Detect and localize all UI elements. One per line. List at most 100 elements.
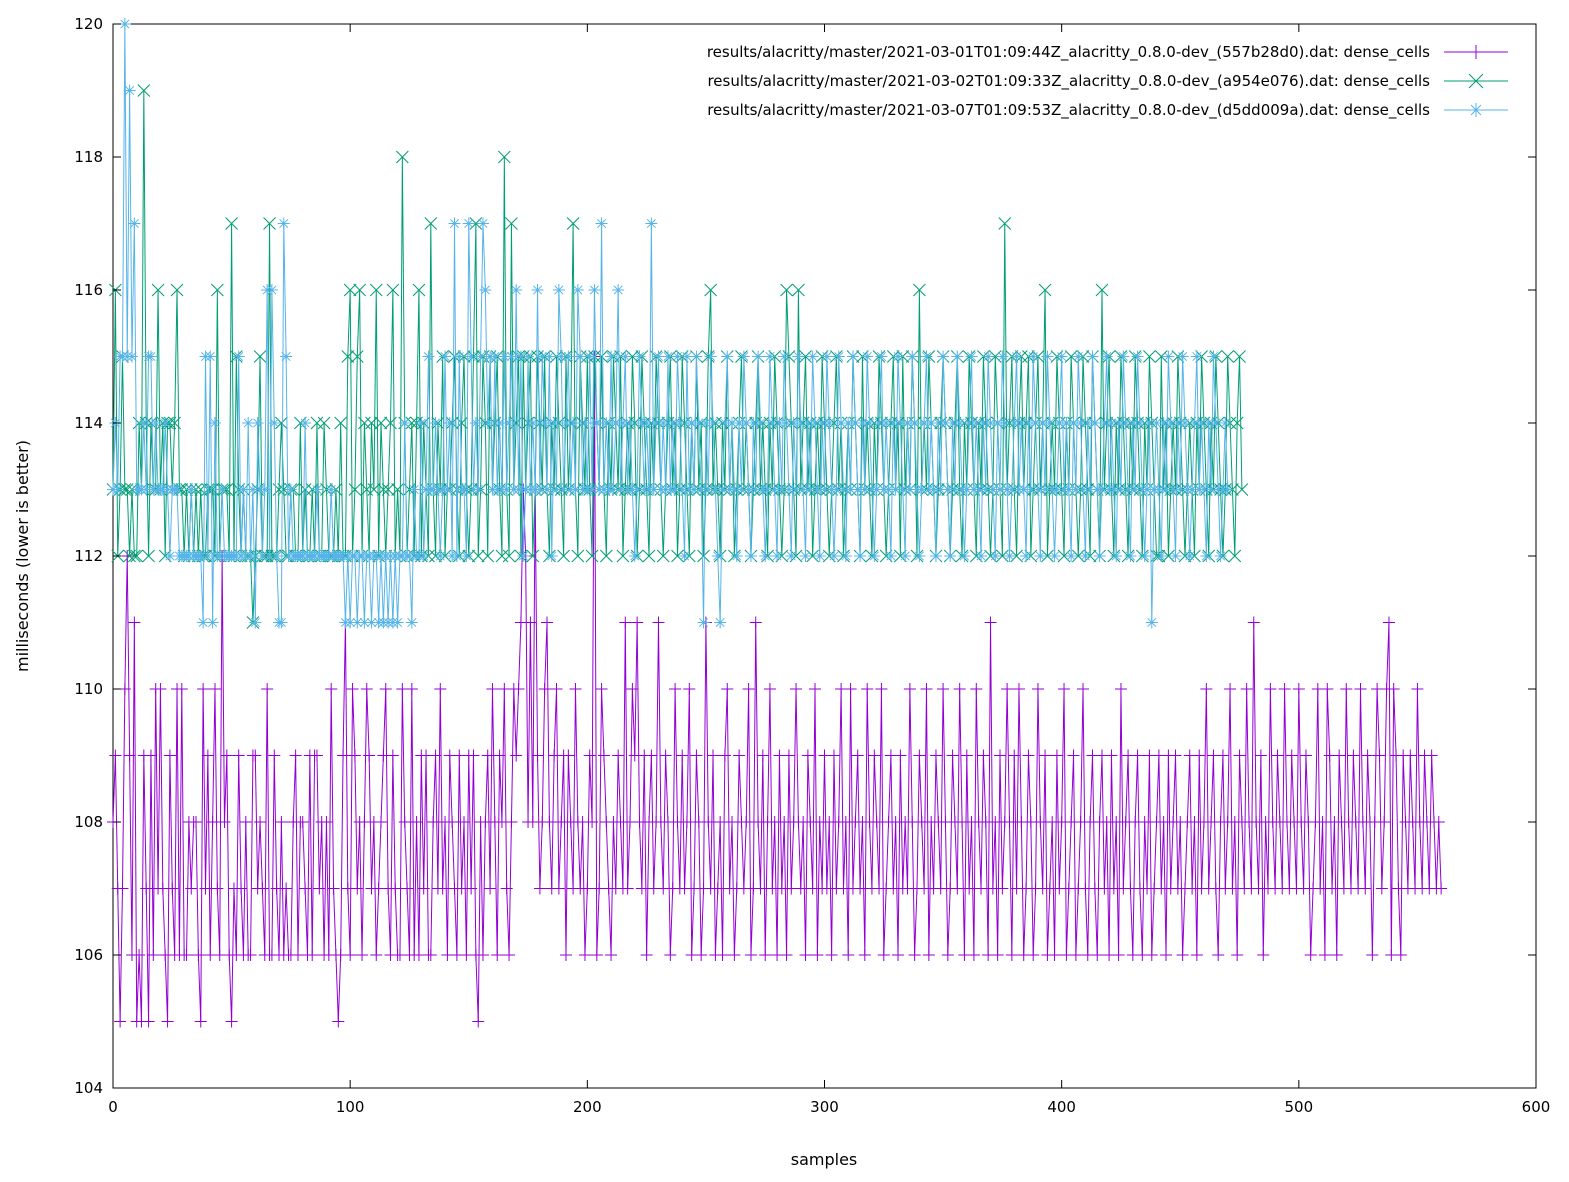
data-point [583, 350, 596, 363]
data-point [566, 217, 580, 230]
data-point [861, 683, 874, 695]
data-point [505, 816, 518, 828]
data-point [901, 417, 914, 429]
data-point [721, 350, 734, 363]
data-point [676, 483, 689, 496]
data-point [299, 882, 312, 895]
data-point [640, 949, 653, 961]
data-point [206, 616, 219, 629]
data-point [111, 483, 124, 496]
data-point [929, 749, 942, 762]
data-point [377, 483, 390, 496]
data-point [590, 417, 603, 429]
data-point [391, 616, 404, 629]
data-point [880, 417, 893, 429]
data-point [946, 749, 959, 762]
data-point [1117, 350, 1130, 363]
data-point [766, 417, 779, 429]
data-point [465, 350, 478, 363]
y-axis-title: milliseconds (lower is better) [13, 440, 32, 672]
data-point [676, 749, 689, 762]
data-point [771, 550, 784, 562]
data-point [251, 417, 264, 429]
data-point [851, 749, 864, 762]
data-point [1162, 549, 1175, 563]
data-point [1171, 417, 1184, 429]
data-point [263, 550, 276, 562]
data-point [467, 749, 480, 762]
data-point [975, 882, 988, 895]
data-point [699, 417, 712, 429]
data-point [868, 749, 881, 762]
data-point [1015, 417, 1028, 429]
data-point [998, 217, 1012, 230]
data-point [892, 350, 905, 363]
data-point [268, 749, 281, 762]
data-point [1347, 749, 1360, 762]
data-point [439, 350, 452, 363]
data-point [495, 549, 509, 563]
data-point [500, 882, 513, 895]
data-point [979, 483, 992, 496]
data-point [597, 749, 610, 762]
data-point [804, 483, 817, 496]
data-point [1240, 683, 1253, 695]
x-tick-label: 600 [1522, 1098, 1551, 1116]
data-point [332, 1015, 345, 1028]
x-axis-title: samples [791, 1150, 858, 1169]
data-point [818, 483, 831, 496]
data-point [498, 350, 511, 363]
data-point [1169, 550, 1182, 562]
data-point [232, 749, 245, 762]
data-point [197, 616, 210, 629]
data-point [899, 550, 912, 562]
data-point [664, 949, 677, 961]
data-point [953, 417, 966, 429]
data-point [656, 549, 670, 563]
data-point [903, 483, 916, 496]
data-point [711, 882, 724, 895]
data-point [647, 483, 660, 496]
data-point [645, 749, 658, 762]
data-point [1155, 550, 1168, 562]
data-point [801, 749, 814, 762]
data-point [533, 882, 546, 895]
data-point [381, 483, 395, 496]
data-point [809, 417, 822, 429]
data-point [951, 882, 964, 895]
data-point [1095, 283, 1109, 297]
data-point [785, 550, 798, 562]
data-point [365, 616, 378, 629]
data-point [1067, 417, 1080, 429]
data-point [384, 416, 397, 430]
data-point [922, 949, 935, 961]
data-point [1330, 949, 1343, 961]
data-point [412, 283, 426, 297]
data-point [1119, 417, 1132, 429]
data-point [941, 949, 954, 961]
data-point [405, 683, 418, 695]
data-point [763, 350, 776, 363]
data-point [1105, 417, 1118, 429]
data-point [673, 417, 686, 429]
data-point [253, 350, 267, 363]
data-point [140, 483, 153, 496]
data-point [137, 84, 151, 97]
data-point [1200, 683, 1213, 695]
data-point [768, 483, 781, 496]
data-point [1126, 417, 1139, 429]
data-point [541, 616, 554, 629]
data-point [1024, 483, 1037, 496]
data-point [289, 749, 302, 762]
data-point [434, 550, 447, 562]
data-point [1105, 749, 1118, 762]
data-point [1145, 616, 1158, 629]
data-point [163, 550, 176, 562]
data-point [583, 749, 596, 762]
data-point [884, 550, 897, 562]
data-point [744, 949, 757, 961]
y-tick-label: 116 [74, 281, 103, 299]
data-point [574, 350, 587, 363]
data-point [1178, 417, 1191, 429]
data-point [493, 749, 506, 762]
